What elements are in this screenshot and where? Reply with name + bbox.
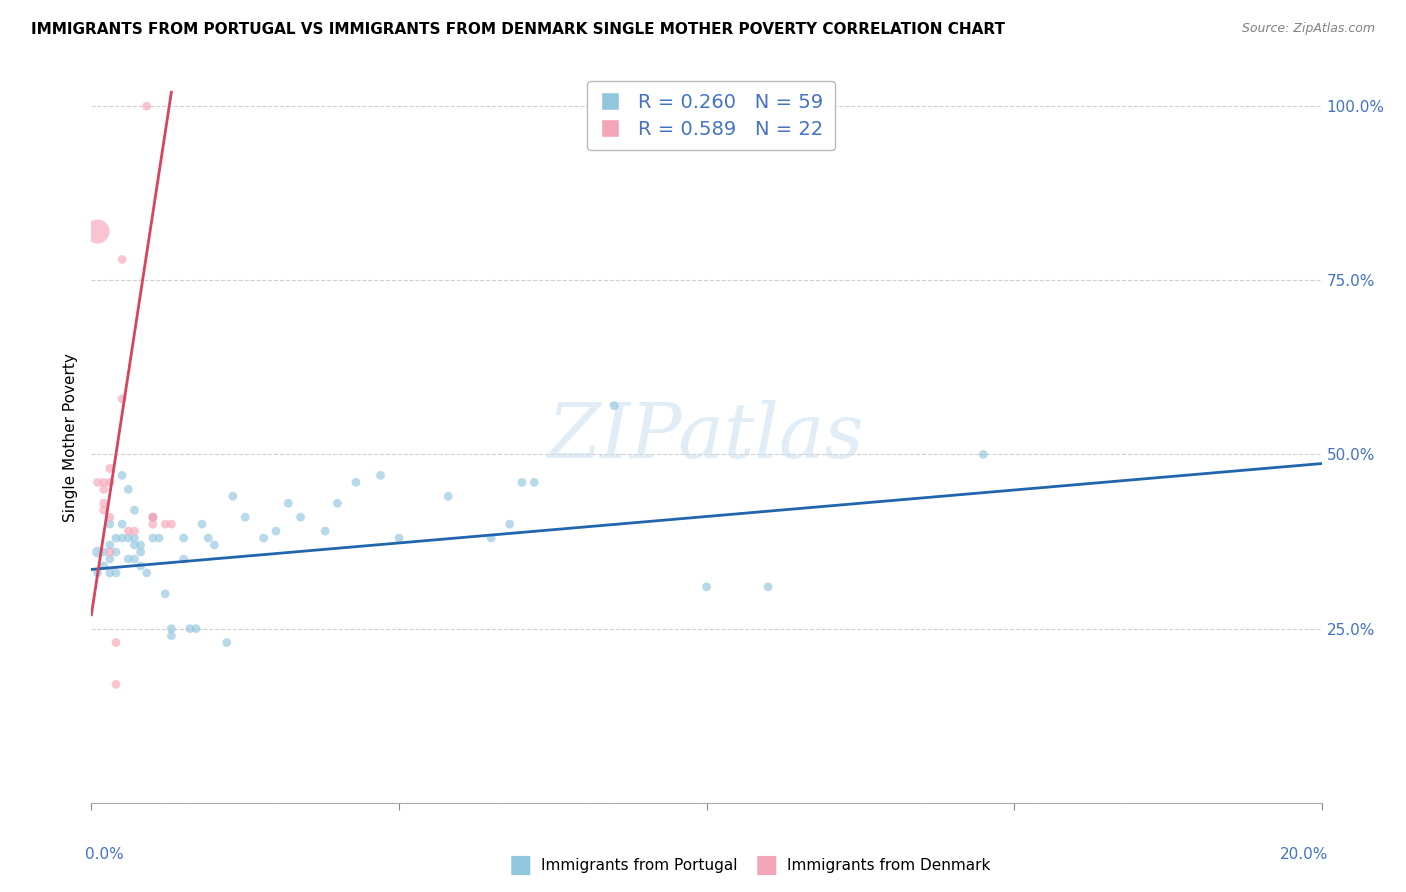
Point [111,531,134,545]
Point [124,552,146,566]
Text: Immigrants from Denmark: Immigrants from Denmark [787,858,991,872]
Y-axis label: Single Mother Poverty: Single Mother Poverty [62,352,77,522]
Point [160,622,183,636]
Point [153,517,177,532]
Point [124,538,146,552]
Point [111,392,134,406]
Point [160,517,183,532]
Point [129,558,152,573]
Point [142,531,165,545]
Point [98,545,121,559]
Point [142,510,165,524]
Point [179,622,201,636]
Point [173,552,195,566]
Point [124,531,146,545]
Point [93,483,115,497]
Point [98,517,121,532]
Point [105,635,127,649]
Point [129,538,152,552]
Point [98,538,121,552]
Point [142,517,165,532]
Point [370,468,392,483]
Point [326,496,349,510]
Point [142,510,165,524]
Point [184,622,207,636]
Point [105,545,127,559]
Point [696,580,718,594]
Point [972,448,994,462]
Point [111,517,134,532]
Point [93,545,115,559]
Point [479,531,502,545]
Point [111,252,134,267]
Point [129,545,152,559]
Point [111,468,134,483]
Point [98,552,121,566]
Point [173,531,195,545]
Point [510,475,533,490]
Point [86,566,108,580]
Text: 20.0%: 20.0% [1279,847,1327,862]
Text: Source: ZipAtlas.com: Source: ZipAtlas.com [1241,22,1375,36]
Point [222,489,245,503]
Point [264,524,287,538]
Point [603,399,626,413]
Point [98,510,121,524]
Point [344,475,367,490]
Point [105,531,127,545]
Legend: R = 0.260   N = 59, R = 0.589   N = 22: R = 0.260 N = 59, R = 0.589 N = 22 [588,81,835,150]
Text: ■: ■ [509,854,531,877]
Point [98,461,121,475]
Point [117,524,139,538]
Point [93,558,115,573]
Point [117,531,139,545]
Point [93,503,115,517]
Point [523,475,546,490]
Point [153,587,177,601]
Point [148,531,170,545]
Point [117,483,139,497]
Point [197,531,219,545]
Point [142,510,165,524]
Point [233,510,256,524]
Point [437,489,460,503]
Point [93,475,115,490]
Point [105,677,127,691]
Point [124,524,146,538]
Text: 0.0%: 0.0% [86,847,124,862]
Point [117,552,139,566]
Point [93,496,115,510]
Text: Immigrants from Portugal: Immigrants from Portugal [541,858,738,872]
Point [202,538,225,552]
Point [86,475,108,490]
Point [498,517,520,532]
Point [124,503,146,517]
Point [756,580,779,594]
Point [135,566,157,580]
Point [86,545,108,559]
Point [314,524,336,538]
Text: IMMIGRANTS FROM PORTUGAL VS IMMIGRANTS FROM DENMARK SINGLE MOTHER POVERTY CORREL: IMMIGRANTS FROM PORTUGAL VS IMMIGRANTS F… [31,22,1005,37]
Point [215,635,238,649]
Point [191,517,214,532]
Point [135,99,157,113]
Text: ZIPatlas: ZIPatlas [548,401,865,474]
Point [290,510,312,524]
Point [277,496,299,510]
Point [105,566,127,580]
Point [388,531,411,545]
Point [86,225,108,239]
Point [253,531,276,545]
Point [160,629,183,643]
Point [98,566,121,580]
Point [98,475,121,490]
Text: ■: ■ [755,854,778,877]
